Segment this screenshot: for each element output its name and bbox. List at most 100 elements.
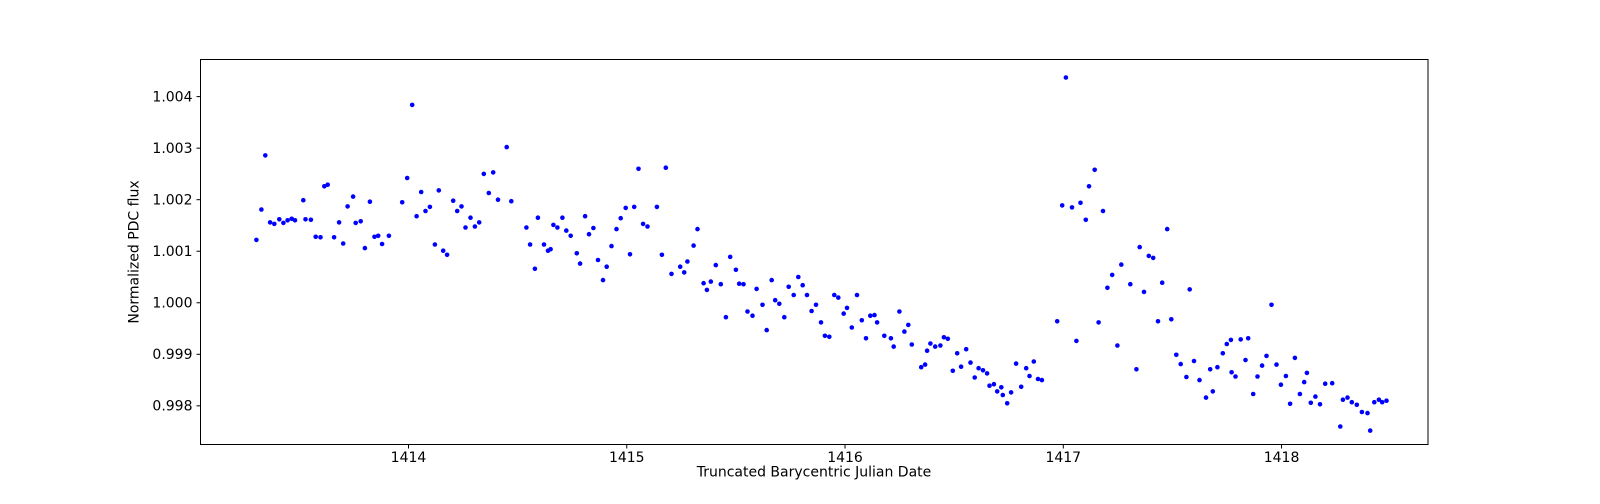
data-point bbox=[1159, 280, 1165, 286]
data-point bbox=[414, 213, 419, 219]
data-point bbox=[1174, 352, 1179, 358]
data-point bbox=[1313, 394, 1318, 399]
data-point bbox=[527, 242, 533, 247]
data-point bbox=[1243, 357, 1248, 363]
data-point bbox=[1345, 395, 1350, 400]
data-point bbox=[325, 182, 331, 187]
data-point bbox=[636, 166, 641, 172]
data-point bbox=[372, 234, 377, 240]
data-point bbox=[1105, 285, 1110, 291]
data-point bbox=[796, 274, 801, 280]
data-point bbox=[1322, 381, 1328, 387]
data-point bbox=[303, 217, 308, 222]
data-point bbox=[618, 215, 623, 221]
data-point bbox=[614, 226, 619, 232]
data-point bbox=[436, 188, 442, 193]
data-point bbox=[568, 233, 573, 239]
data-point bbox=[918, 364, 924, 370]
data-point bbox=[340, 241, 346, 246]
data-point bbox=[1023, 365, 1029, 371]
y-tick-label: 0.999 bbox=[152, 347, 192, 363]
data-point bbox=[281, 220, 286, 226]
data-point bbox=[906, 322, 911, 328]
data-point bbox=[685, 259, 690, 264]
data-point bbox=[1238, 337, 1243, 342]
x-tick-label: 1417 bbox=[1045, 450, 1081, 466]
data-point bbox=[695, 226, 700, 232]
data-point bbox=[1069, 205, 1075, 210]
data-point bbox=[1367, 428, 1373, 433]
data-point bbox=[782, 314, 787, 320]
data-point bbox=[582, 213, 588, 219]
data-point bbox=[972, 375, 977, 380]
data-point bbox=[1297, 391, 1303, 397]
data-point bbox=[769, 277, 774, 283]
data-point bbox=[1376, 397, 1382, 403]
data-point bbox=[631, 204, 637, 210]
data-point bbox=[701, 280, 706, 286]
data-point bbox=[476, 220, 482, 225]
data-point bbox=[902, 329, 907, 334]
data-point bbox=[541, 242, 547, 247]
data-point bbox=[1178, 361, 1183, 367]
data-point bbox=[353, 220, 359, 226]
data-point bbox=[379, 241, 385, 247]
data-point bbox=[669, 271, 674, 277]
data-point bbox=[1191, 358, 1197, 364]
data-point bbox=[1059, 203, 1065, 208]
data-point bbox=[874, 320, 880, 325]
data-point bbox=[950, 368, 956, 374]
data-point bbox=[736, 281, 742, 287]
data-point bbox=[577, 261, 583, 266]
data-point bbox=[1119, 262, 1124, 267]
data-point bbox=[854, 292, 860, 298]
y-tick-label: 1.004 bbox=[152, 90, 192, 106]
data-point bbox=[822, 333, 828, 339]
data-point bbox=[681, 270, 687, 275]
data-point bbox=[490, 170, 496, 175]
data-point bbox=[723, 314, 729, 320]
data-point bbox=[1083, 217, 1089, 223]
data-point bbox=[450, 198, 456, 203]
data-point bbox=[1278, 382, 1284, 388]
data-point bbox=[267, 220, 273, 225]
data-point bbox=[859, 318, 865, 323]
data-point bbox=[308, 217, 314, 223]
data-point bbox=[1100, 208, 1106, 214]
data-point bbox=[741, 281, 746, 287]
y-axis-label: Normalized PDC flux bbox=[127, 180, 143, 323]
data-point bbox=[1207, 367, 1213, 372]
data-point bbox=[358, 219, 364, 224]
data-points-layer bbox=[254, 75, 1389, 433]
data-point bbox=[524, 225, 529, 230]
data-point bbox=[1027, 373, 1032, 379]
data-point bbox=[1259, 363, 1265, 368]
data-point bbox=[868, 313, 873, 319]
data-point bbox=[386, 233, 392, 239]
data-point bbox=[1115, 343, 1120, 348]
data-point bbox=[897, 309, 902, 314]
data-point bbox=[459, 204, 464, 209]
data-point bbox=[1063, 75, 1069, 80]
data-point bbox=[1074, 338, 1079, 344]
data-point bbox=[994, 389, 1000, 394]
data-point bbox=[764, 327, 769, 333]
data-point bbox=[560, 215, 565, 220]
data-point bbox=[444, 252, 450, 258]
data-point bbox=[1203, 395, 1209, 400]
data-point bbox=[1359, 409, 1365, 415]
data-point bbox=[968, 360, 973, 365]
data-point bbox=[924, 348, 930, 354]
data-point bbox=[1379, 399, 1385, 405]
data-point bbox=[1004, 401, 1010, 406]
data-point bbox=[468, 215, 473, 220]
data-point bbox=[486, 190, 492, 196]
data-point bbox=[1269, 302, 1274, 308]
data-point bbox=[555, 225, 560, 230]
data-point bbox=[609, 243, 614, 249]
data-point bbox=[1228, 337, 1234, 343]
data-point bbox=[663, 165, 669, 170]
x-tick-label: 1416 bbox=[827, 450, 863, 466]
data-point bbox=[440, 248, 446, 253]
